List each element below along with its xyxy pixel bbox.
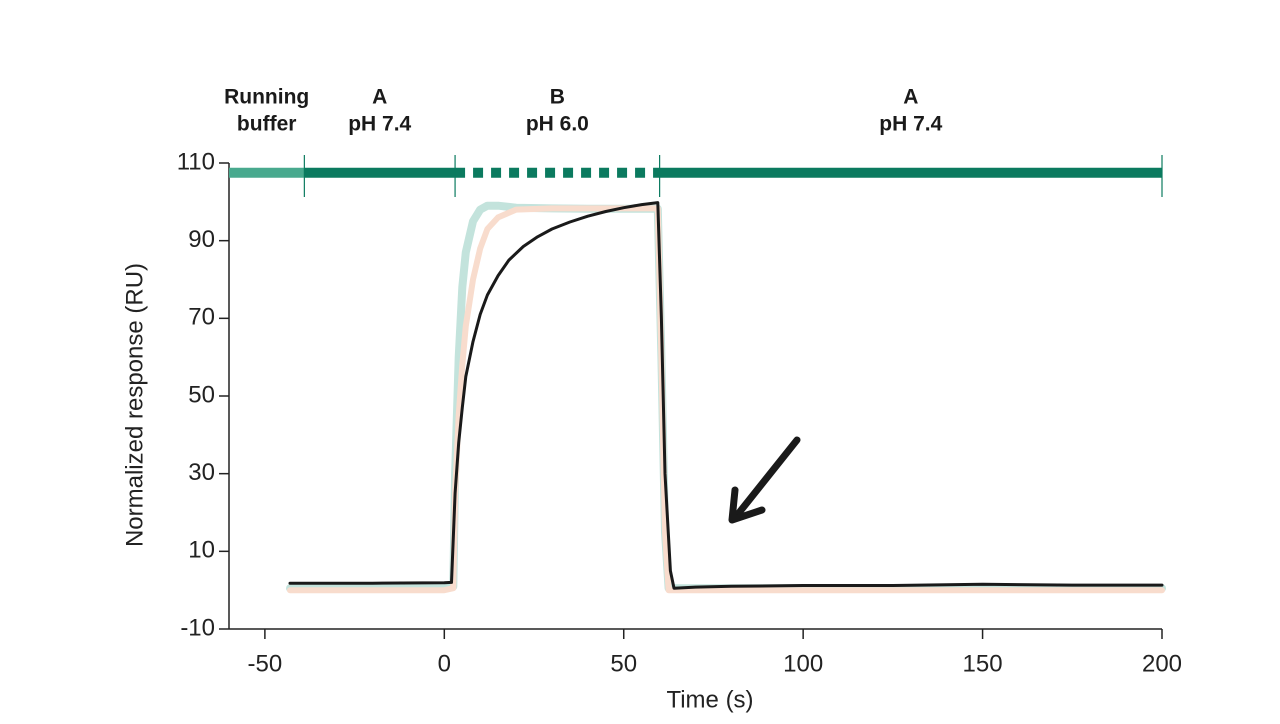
x-tick-label: 50 (610, 650, 637, 677)
x-tick-label: 150 (963, 650, 1003, 677)
y-tick-label: 90 (188, 226, 215, 253)
series-line (287, 205, 1165, 594)
y-tick-label: 10 (188, 537, 215, 564)
arrow-annotation (728, 436, 801, 524)
x-tick-label: -50 (248, 650, 283, 677)
x-tick-label: 200 (1142, 650, 1182, 677)
y-tick-label: 70 (188, 304, 215, 331)
series-line (288, 201, 1164, 590)
y-axis-label: Normalized response (RU) (121, 263, 148, 547)
phase-label: pH 6.0 (526, 113, 589, 136)
phase-label: pH 7.4 (348, 113, 411, 136)
y-tick-label: 110 (177, 148, 215, 175)
x-axis-label: Time (s) (666, 686, 753, 713)
phase-label: A (903, 86, 918, 109)
series-line (286, 201, 1166, 593)
y-tick-label: -10 (180, 614, 215, 641)
phase-label: pH 7.4 (879, 113, 942, 136)
phase-label: Running (224, 86, 309, 109)
y-tick-label: 30 (188, 459, 215, 486)
phase-label: buffer (237, 113, 297, 136)
x-tick-label: 100 (783, 650, 823, 677)
x-tick-label: 0 (438, 650, 451, 677)
phase-label: B (550, 86, 565, 109)
y-tick-label: 50 (188, 381, 215, 408)
phase-label: A (372, 86, 387, 109)
